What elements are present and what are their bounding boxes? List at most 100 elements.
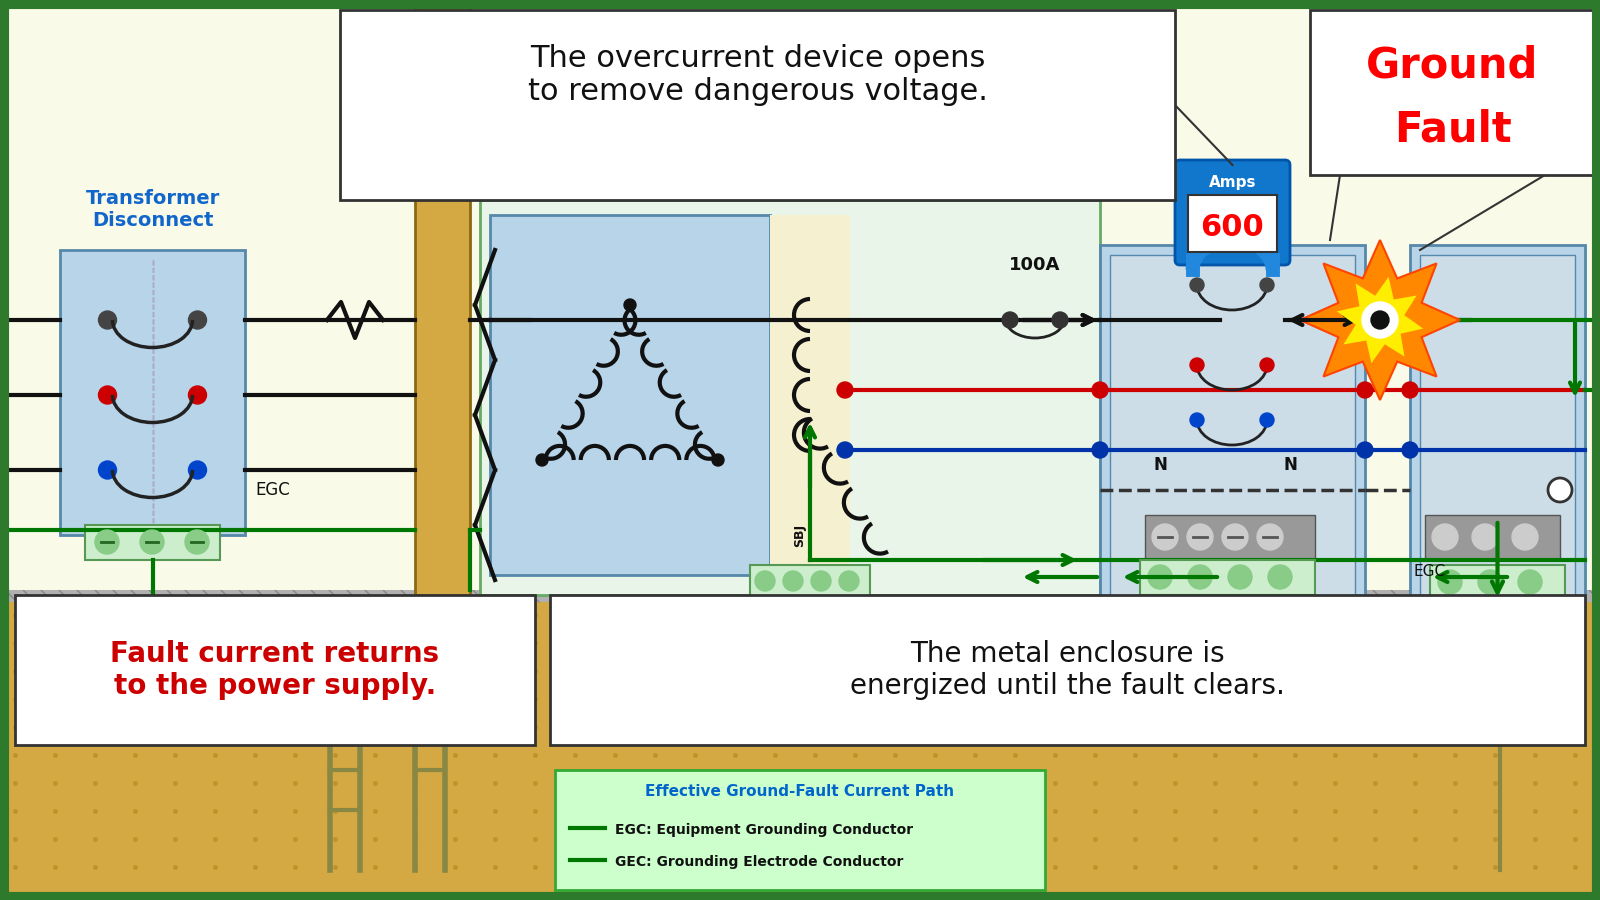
- Circle shape: [1149, 565, 1171, 589]
- Bar: [320, 605, 370, 675]
- Bar: [1110, 255, 1355, 600]
- Bar: [480, 200, 1101, 595]
- Circle shape: [141, 530, 165, 554]
- Circle shape: [1512, 524, 1538, 550]
- Circle shape: [1190, 278, 1205, 292]
- Text: Disconnect: Disconnect: [1176, 641, 1288, 659]
- Bar: [1310, 10, 1595, 175]
- Circle shape: [94, 530, 118, 554]
- Circle shape: [755, 571, 774, 591]
- Circle shape: [1190, 413, 1205, 427]
- Text: The overcurrent device opens
to remove dangerous voltage.: The overcurrent device opens to remove d…: [528, 44, 987, 106]
- Text: Amps: Amps: [1208, 176, 1256, 191]
- Circle shape: [186, 530, 210, 554]
- Circle shape: [1357, 382, 1373, 398]
- Circle shape: [536, 454, 547, 466]
- Text: 600: 600: [1200, 212, 1264, 241]
- Circle shape: [837, 442, 853, 458]
- Circle shape: [99, 311, 117, 329]
- Text: Transformer: Transformer: [718, 172, 862, 192]
- Bar: [5, 590, 1595, 895]
- Circle shape: [1261, 278, 1274, 292]
- Circle shape: [1472, 524, 1498, 550]
- Bar: [5, 590, 1595, 602]
- Circle shape: [1053, 312, 1069, 328]
- Text: Fault current returns
to the power supply.: Fault current returns to the power suppl…: [110, 640, 440, 700]
- Circle shape: [1261, 413, 1274, 427]
- Text: The metal enclosure is
energized until the fault clears.: The metal enclosure is energized until t…: [850, 640, 1285, 700]
- Circle shape: [1152, 524, 1178, 550]
- Bar: [1426, 515, 1560, 560]
- Circle shape: [1438, 570, 1462, 594]
- Circle shape: [1362, 302, 1398, 338]
- Bar: [555, 770, 1045, 890]
- Bar: [1430, 565, 1565, 600]
- Bar: [1101, 245, 1365, 610]
- Text: N: N: [1154, 456, 1166, 474]
- Circle shape: [1091, 382, 1107, 398]
- Circle shape: [1432, 524, 1458, 550]
- Circle shape: [1402, 382, 1418, 398]
- Circle shape: [99, 386, 117, 404]
- Bar: [550, 595, 1586, 745]
- Text: Ground: Ground: [1366, 44, 1539, 86]
- FancyBboxPatch shape: [1174, 160, 1290, 265]
- Text: Panel: Panel: [1470, 639, 1525, 657]
- Text: Fault: Fault: [1394, 109, 1512, 151]
- Bar: [85, 525, 221, 560]
- Bar: [490, 215, 770, 575]
- Bar: [414, 5, 470, 595]
- Circle shape: [1091, 442, 1107, 458]
- Circle shape: [1549, 478, 1571, 502]
- Circle shape: [1002, 312, 1018, 328]
- Bar: [339, 10, 1174, 200]
- Circle shape: [1258, 524, 1283, 550]
- Text: GEC: GEC: [794, 608, 826, 623]
- Text: N: N: [1283, 456, 1298, 474]
- Bar: [5, 5, 1595, 590]
- Bar: [1139, 560, 1315, 595]
- Text: Effective Ground-Fault Current Path: Effective Ground-Fault Current Path: [645, 785, 955, 799]
- Bar: [1187, 195, 1277, 252]
- Circle shape: [624, 299, 637, 311]
- Text: EGC: EGC: [1414, 564, 1446, 580]
- Circle shape: [189, 386, 206, 404]
- Bar: [14, 595, 534, 745]
- Circle shape: [1229, 565, 1251, 589]
- Circle shape: [1187, 524, 1213, 550]
- Circle shape: [1261, 358, 1274, 372]
- Text: SBJ: SBJ: [794, 524, 806, 546]
- Circle shape: [1187, 565, 1213, 589]
- Circle shape: [712, 454, 723, 466]
- Text: EGC: EGC: [254, 481, 290, 499]
- Circle shape: [1267, 565, 1293, 589]
- Bar: [1410, 245, 1586, 610]
- Circle shape: [1371, 311, 1389, 329]
- Circle shape: [1518, 570, 1542, 594]
- Bar: [750, 565, 870, 597]
- Text: Transformer
Disconnect: Transformer Disconnect: [85, 190, 219, 230]
- Text: GEC: Grounding Electrode Conductor: GEC: Grounding Electrode Conductor: [614, 855, 904, 869]
- Circle shape: [837, 382, 853, 398]
- Circle shape: [838, 571, 859, 591]
- Bar: [315, 598, 374, 613]
- Polygon shape: [1299, 240, 1459, 400]
- Circle shape: [811, 571, 830, 591]
- Text: 100A: 100A: [1010, 256, 1061, 274]
- Bar: [1146, 515, 1315, 560]
- Polygon shape: [770, 215, 850, 575]
- Polygon shape: [1338, 277, 1422, 364]
- Circle shape: [1190, 358, 1205, 372]
- Circle shape: [1357, 442, 1373, 458]
- Text: SSBJ: SSBJ: [1133, 618, 1168, 632]
- Circle shape: [99, 461, 117, 479]
- Circle shape: [1222, 524, 1248, 550]
- Circle shape: [1478, 570, 1502, 594]
- Circle shape: [782, 571, 803, 591]
- Circle shape: [189, 461, 206, 479]
- Circle shape: [1402, 442, 1418, 458]
- Bar: [1421, 255, 1574, 600]
- Bar: [61, 250, 245, 535]
- Text: EGC: Equipment Grounding Conductor: EGC: Equipment Grounding Conductor: [614, 823, 914, 837]
- Circle shape: [189, 311, 206, 329]
